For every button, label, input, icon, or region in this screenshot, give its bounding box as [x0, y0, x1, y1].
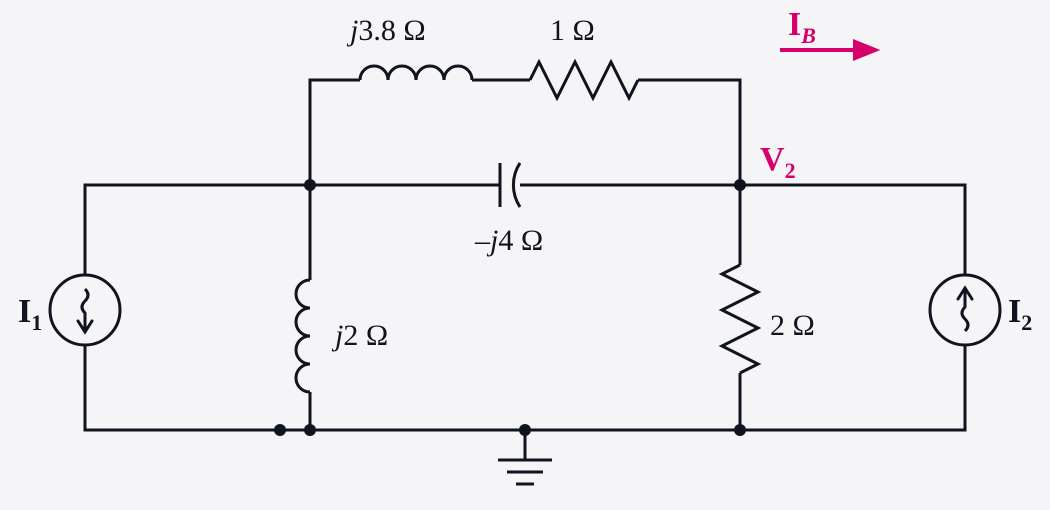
current-ib-arrow	[780, 42, 875, 58]
current-source-i1	[50, 275, 120, 345]
label-capacitor: –j4 Ω	[474, 224, 543, 257]
capacitor-icon	[513, 163, 520, 207]
inductor-icon	[360, 66, 472, 80]
label-resistor-2: 2 Ω	[770, 309, 815, 342]
resistor-icon	[722, 265, 758, 373]
label-i2: I2	[1008, 293, 1032, 335]
label-resistor-top: 1 Ω	[550, 14, 595, 47]
resistor-icon	[530, 62, 638, 98]
inductor-j2-branch	[296, 185, 310, 430]
label-inductor-top: j3.8 Ω	[346, 14, 426, 47]
label-i1: I1	[18, 293, 42, 335]
mid-branch	[310, 163, 740, 207]
top-branch	[310, 62, 740, 185]
label-v2: V2	[760, 141, 796, 183]
ground-icon	[498, 430, 552, 484]
label-inductor-j2: j2 Ω	[331, 319, 388, 352]
current-source-i2	[930, 275, 1000, 345]
inductor-icon	[296, 280, 310, 392]
label-ib: IB	[788, 6, 816, 48]
resistor-2-branch	[722, 185, 758, 430]
circuit-diagram: I1 I2 j3.8 Ω 1 Ω IB V2 –j4 Ω	[0, 0, 1050, 510]
